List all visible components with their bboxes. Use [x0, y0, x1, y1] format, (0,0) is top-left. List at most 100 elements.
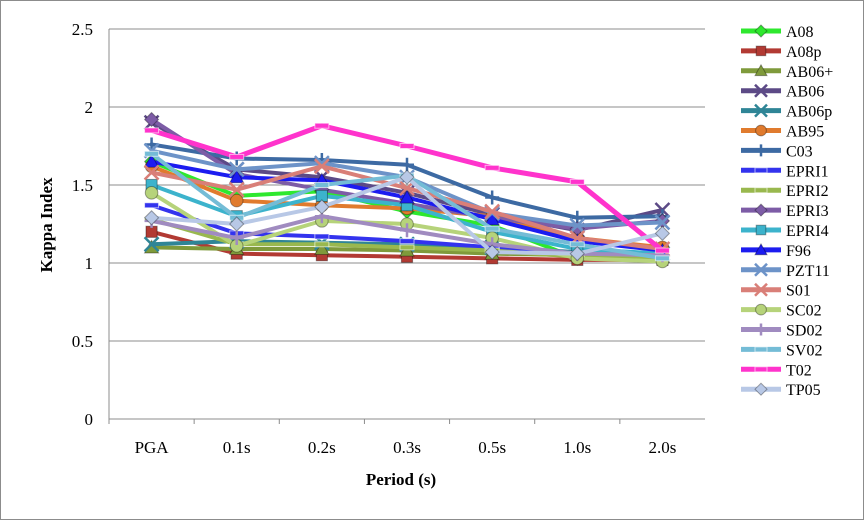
data-point-marker: [484, 225, 500, 232]
legend-item: AB06: [741, 84, 824, 101]
x-tick-label: 2.0s: [648, 438, 676, 457]
legend-item: EPRI1: [741, 163, 829, 180]
legend-item: SD02: [741, 323, 822, 340]
data-point-marker: [755, 303, 767, 316]
data-point-marker: [228, 169, 245, 184]
data-point-marker: [754, 366, 768, 373]
legend-label: A08: [786, 24, 814, 41]
data-point-marker: [314, 233, 330, 240]
data-point-marker: [754, 63, 768, 77]
data-point-marker: [654, 214, 671, 231]
legend-label: EPRI2: [786, 183, 829, 200]
data-point-marker: [484, 211, 500, 226]
data-point-marker: [484, 244, 500, 260]
y-tick-label: 0.5: [72, 332, 93, 351]
data-point-marker: [569, 245, 585, 262]
data-point-marker: [569, 178, 585, 185]
data-point-marker: [314, 240, 330, 256]
data-point-marker: [400, 223, 414, 238]
legend-item: SC02: [741, 303, 822, 320]
data-point-marker: [754, 282, 768, 297]
legend-label: F96: [786, 243, 811, 260]
data-point-marker: [755, 45, 767, 57]
data-point-marker: [569, 217, 586, 234]
legend-item: SV02: [741, 342, 822, 359]
legend-item: AB06p: [741, 104, 832, 121]
x-tick-label: 0.3s: [393, 438, 421, 457]
legend-label: AB06+: [786, 64, 833, 81]
data-point-marker: [144, 150, 160, 157]
data-point-marker: [144, 186, 159, 200]
legend-item: PZT11: [741, 263, 830, 280]
legend-label: SV02: [786, 342, 822, 359]
data-point-marker: [229, 231, 244, 246]
data-point-marker: [754, 167, 768, 174]
data-point-marker: [314, 199, 330, 215]
data-point-marker: [754, 103, 768, 118]
data-point-marker: [754, 24, 768, 38]
data-point-marker: [754, 187, 768, 194]
data-point-marker: [314, 182, 330, 188]
data-point-marker: [755, 144, 767, 157]
data-point-marker: [399, 143, 415, 149]
legend-label: EPRI3: [786, 203, 829, 220]
data-point-marker: [399, 244, 415, 251]
data-point-marker: [143, 236, 160, 253]
x-tick-label: 0.2s: [308, 438, 336, 457]
data-point-marker: [484, 164, 500, 171]
data-point-marker: [485, 190, 500, 205]
legend-item: A08p: [741, 44, 822, 61]
legend-label: TP05: [786, 382, 821, 399]
legend-label: AB95: [786, 124, 824, 141]
data-point-marker: [755, 124, 767, 137]
data-point-marker: [399, 169, 415, 185]
data-point-marker: [314, 241, 330, 248]
legend-item: C03: [741, 143, 813, 160]
x-tick-label: 1.0s: [563, 438, 591, 457]
data-point-marker: [755, 323, 767, 336]
legend-item: F96: [741, 242, 811, 260]
legend-item: S01: [741, 283, 811, 300]
data-point-marker: [400, 157, 414, 172]
legend-item: TP05: [741, 382, 821, 399]
series-t02: [144, 122, 670, 254]
legend-label: C03: [786, 143, 813, 160]
data-point-marker: [229, 216, 245, 232]
x-tick-label: 0.5s: [478, 438, 506, 457]
series-tp05: [143, 169, 671, 262]
y-tick-label: 2: [85, 98, 94, 117]
tick-labels: 0 0.5 1 1.5 2 2.5 PGA 0.1s 0.2s 0.3s 0.5s 1.0s 2.0s: [72, 20, 677, 457]
y-tick-label: 1.5: [72, 176, 93, 195]
data-point-marker: [229, 193, 244, 208]
legend-label: PZT11: [786, 263, 830, 280]
data-point-marker: [754, 262, 768, 277]
legend-item: EPRI2: [741, 183, 829, 200]
legend-label: SD02: [786, 323, 822, 340]
y-axis-title: Kappa Index: [37, 177, 56, 272]
data-point-marker: [143, 210, 160, 226]
legend-item: EPRI4: [741, 223, 829, 240]
x-tick-label: 0.1s: [223, 438, 251, 457]
data-point-marker: [144, 127, 160, 134]
axes: [108, 29, 705, 424]
x-axis-title: Period (s): [366, 470, 436, 489]
data-point-marker: [143, 153, 160, 168]
data-point-marker: [314, 122, 330, 129]
legend-label: SC02: [786, 303, 822, 320]
legend-label: AB06p: [786, 104, 832, 121]
legend-label: AB06: [786, 84, 824, 101]
legend: A08 A08p AB06+ AB06 AB06p AB95 C03 EPRI1 EPRI2 EP…: [741, 24, 833, 399]
data-point-marker: [228, 161, 245, 178]
y-tick-label: 0: [85, 410, 94, 429]
data-point-marker: [228, 181, 245, 198]
legend-label: S01: [786, 283, 811, 300]
legend-item: EPRI3: [741, 203, 829, 220]
data-point-marker: [654, 225, 671, 242]
data-point-marker: [654, 255, 670, 262]
data-point-marker: [229, 153, 245, 160]
series-f96: [143, 153, 671, 257]
data-point-marker: [143, 111, 160, 128]
data-point-marker: [754, 382, 768, 396]
